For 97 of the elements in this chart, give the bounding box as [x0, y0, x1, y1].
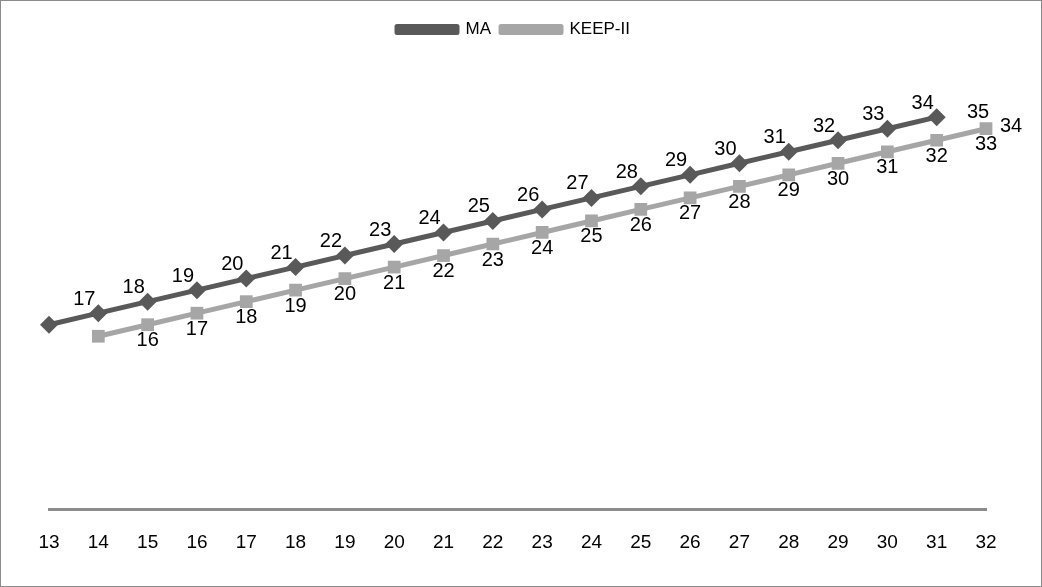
data-label: 28 [615, 159, 638, 182]
x-tick-label: 15 [137, 530, 159, 552]
point [138, 292, 157, 311]
data-label: 24 [531, 236, 554, 258]
point [782, 168, 796, 182]
point [930, 133, 944, 147]
point [533, 200, 552, 219]
point [585, 214, 598, 228]
point [141, 318, 154, 332]
data-label: 21 [270, 240, 293, 263]
x-tick-label: 16 [186, 530, 208, 552]
x-tick-label: 14 [87, 530, 110, 552]
x-tick-label: 23 [531, 530, 553, 552]
x-tick-label: 17 [235, 530, 257, 552]
data-label: 26 [517, 182, 540, 205]
point [831, 156, 845, 170]
x-tick-label: 24 [580, 530, 603, 552]
x-tick-label: 25 [630, 530, 652, 552]
point [779, 142, 798, 161]
data-label: 17 [73, 286, 96, 309]
x-tick-label: 32 [975, 530, 997, 552]
data-label: 33 [974, 132, 998, 155]
data-label: 20 [221, 252, 244, 275]
data-label: 33 [862, 102, 885, 125]
data-label: 25 [467, 194, 490, 217]
point [829, 131, 848, 150]
data-label: 19 [284, 293, 307, 316]
point [91, 329, 105, 343]
data-label: 30 [826, 166, 850, 189]
point [289, 283, 302, 297]
point [237, 269, 256, 288]
point [631, 177, 650, 196]
data-label: 24 [418, 206, 441, 228]
point [730, 154, 749, 173]
legend-label: KEEP-II [569, 19, 630, 39]
data-label: 34 [911, 90, 934, 113]
point [40, 315, 58, 334]
x-tick-label: 20 [383, 530, 405, 552]
point [239, 295, 253, 309]
point [878, 119, 897, 138]
point [535, 226, 549, 239]
point [385, 235, 404, 254]
point [582, 188, 601, 207]
point [338, 272, 352, 285]
data-label: 26 [629, 212, 652, 235]
x-tick-label: 19 [334, 530, 356, 552]
data-label: 27 [678, 201, 702, 224]
x-tick-label: 18 [285, 530, 307, 552]
data-label: 22 [319, 229, 343, 252]
point [387, 260, 401, 274]
point [733, 180, 746, 193]
x-tick-label: 31 [926, 530, 948, 552]
data-label: 29 [777, 178, 800, 201]
x-tick-label: 13 [38, 530, 60, 552]
annotation: 35 [966, 100, 990, 123]
point [927, 108, 946, 127]
point [190, 306, 204, 320]
data-label: 16 [136, 328, 159, 351]
data-label: 25 [580, 224, 603, 247]
data-label: 23 [369, 217, 392, 240]
point [187, 281, 206, 300]
x-tick-label: 29 [827, 530, 849, 552]
data-label: 32 [812, 113, 836, 136]
data-label: 32 [925, 143, 948, 166]
point [286, 258, 305, 277]
point [881, 145, 894, 159]
data-label: 20 [333, 282, 357, 305]
point [335, 246, 354, 265]
x-tick-label: 27 [728, 530, 750, 552]
point [486, 237, 500, 251]
point [89, 304, 108, 323]
data-label: 27 [566, 171, 589, 194]
point [979, 122, 993, 136]
point [681, 165, 700, 184]
annotation: 34 [1000, 114, 1023, 137]
x-tick-label: 21 [432, 530, 455, 552]
data-label: 28 [728, 189, 751, 212]
legend-label: MA [465, 19, 492, 39]
data-label: 21 [383, 270, 406, 293]
data-label: 23 [481, 247, 504, 270]
data-label: 17 [185, 316, 209, 339]
point [483, 211, 502, 230]
point [634, 203, 648, 216]
data-label: 22 [432, 259, 455, 282]
data-label: 30 [714, 136, 737, 159]
x-tick-label: 28 [778, 530, 800, 552]
data-label: 29 [664, 148, 688, 171]
x-tick-label: 22 [482, 530, 504, 552]
data-label: 31 [763, 125, 786, 148]
x-tick-label: 26 [679, 530, 701, 552]
data-label: 18 [235, 305, 258, 328]
data-label: 18 [122, 275, 145, 298]
point [437, 249, 450, 262]
point [434, 223, 453, 242]
data-label: 31 [876, 155, 899, 178]
data-label: 19 [171, 263, 195, 286]
x-tick-label: 30 [876, 530, 898, 552]
